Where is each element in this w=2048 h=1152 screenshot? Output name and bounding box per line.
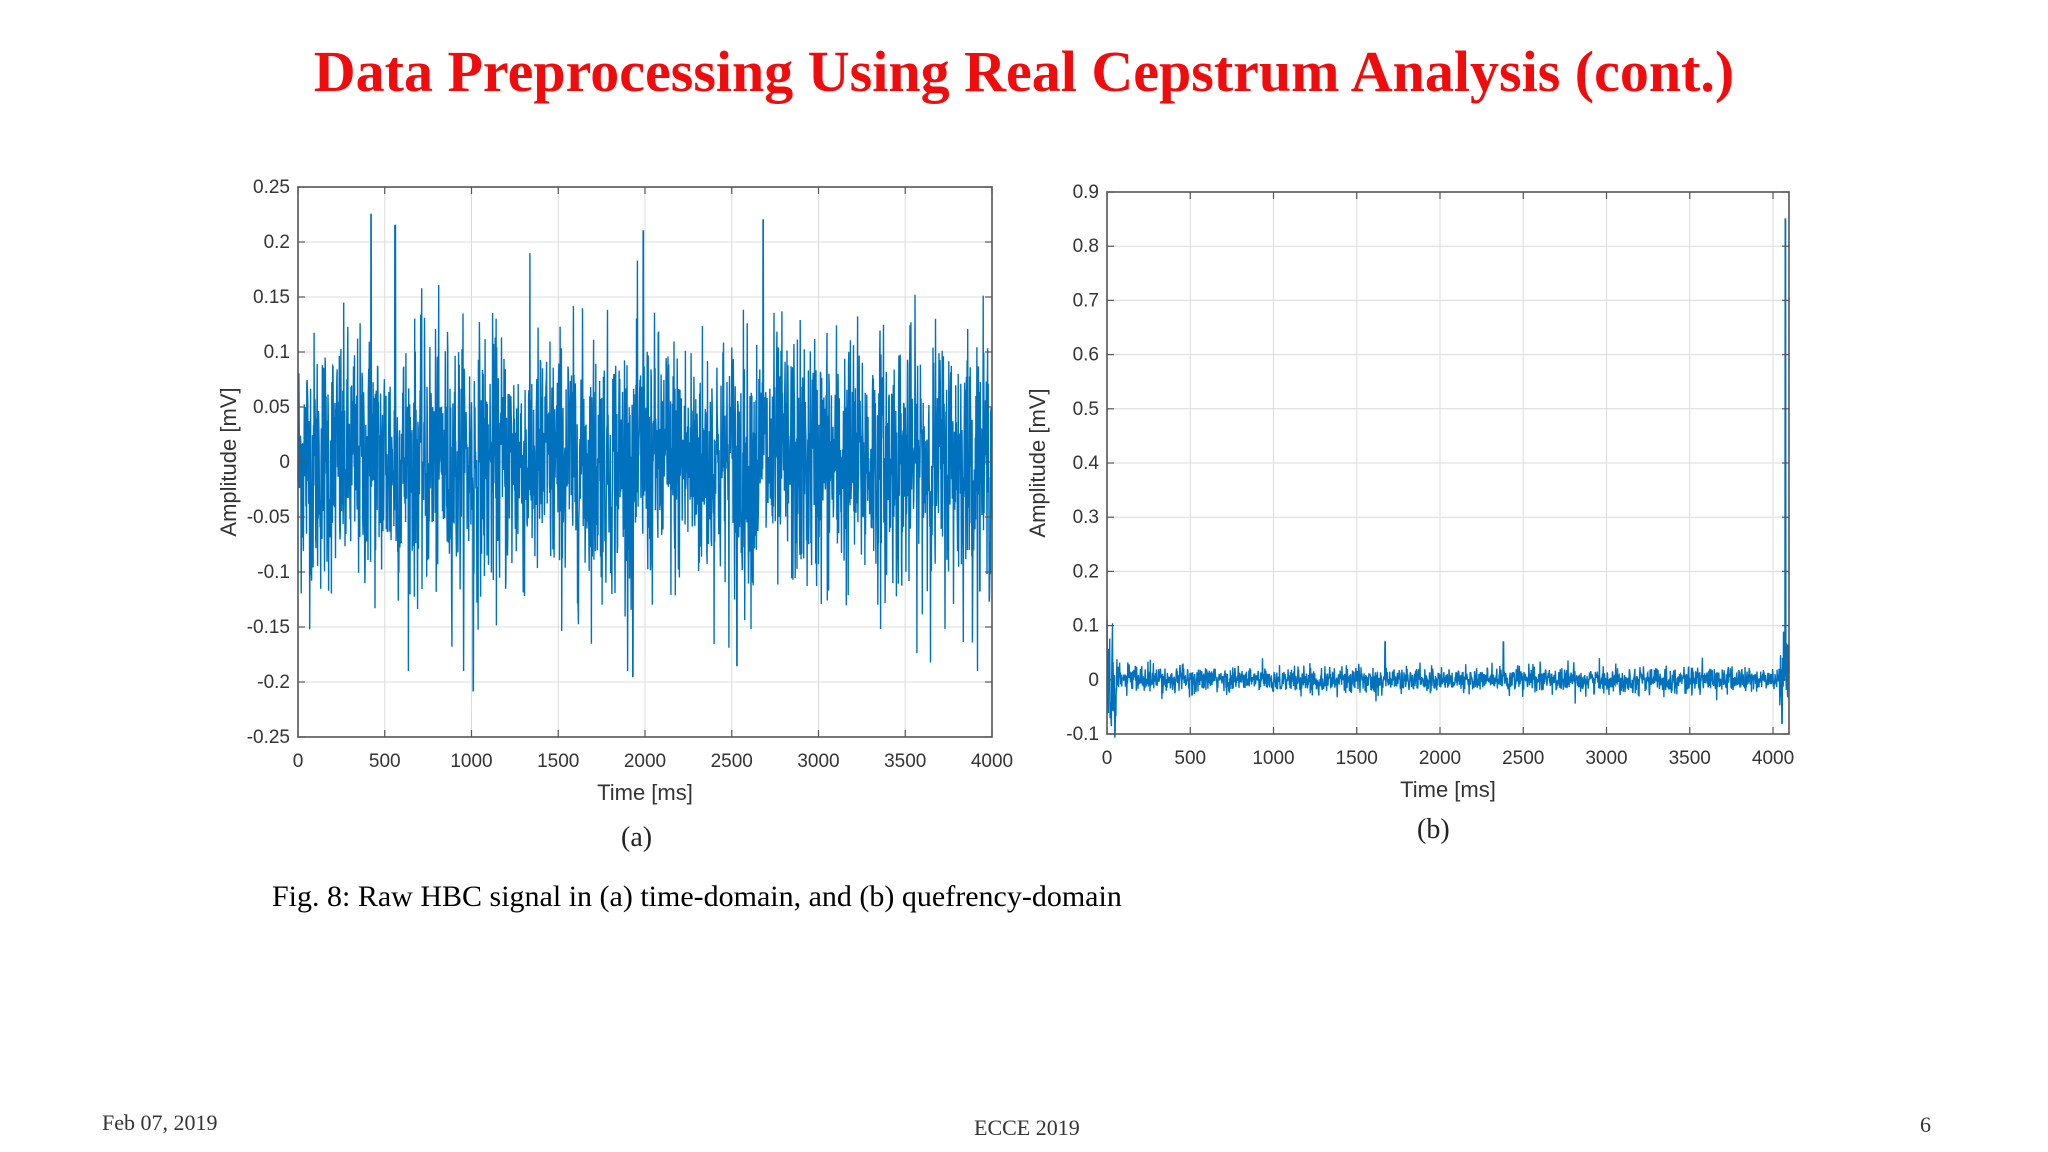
x-tick-label: 2000 bbox=[624, 751, 666, 772]
x-tick-label: 2500 bbox=[1502, 748, 1544, 769]
x-tick-label: 500 bbox=[369, 751, 401, 772]
y-tick-label: 0.25 bbox=[253, 177, 290, 198]
x-tick-label: 2000 bbox=[1419, 748, 1461, 769]
slide-title: Data Preprocessing Using Real Cepstrum A… bbox=[313, 39, 1735, 104]
x-tick-label: 3500 bbox=[1669, 748, 1711, 769]
y-tick-label: 0 bbox=[1088, 670, 1099, 691]
panel-label-a: (a) bbox=[621, 822, 653, 853]
y-tick-label: 0.4 bbox=[1073, 453, 1100, 474]
y-axis-label: Amplitude [mV] bbox=[216, 387, 241, 536]
x-axis-label: Time [ms] bbox=[597, 780, 693, 805]
y-tick-label: 0.8 bbox=[1073, 236, 1099, 257]
x-tick-label: 500 bbox=[1174, 748, 1206, 769]
x-tick-label: 0 bbox=[293, 751, 304, 772]
x-tick-label: 1500 bbox=[537, 751, 579, 772]
y-tick-label: -0.25 bbox=[247, 727, 290, 748]
x-tick-label: 3000 bbox=[1585, 748, 1627, 769]
x-tick-label: 1500 bbox=[1336, 748, 1378, 769]
y-tick-label: 0.1 bbox=[264, 342, 290, 363]
chart-a-time-domain: 0 500 1000 1500 2000 2500 3000 3500 4000 -0.25 -0.… bbox=[216, 177, 1013, 805]
footer-conference: ECCE 2019 bbox=[974, 1115, 1080, 1140]
x-tick-label: 0 bbox=[1102, 748, 1113, 769]
y-tick-label: 0.6 bbox=[1073, 345, 1099, 366]
y-tick-label: 0.15 bbox=[253, 287, 290, 308]
y-tick-label: -0.1 bbox=[257, 562, 290, 583]
y-tick-label: 0.05 bbox=[253, 397, 290, 418]
x-tick-label: 3500 bbox=[884, 751, 926, 772]
y-tick-label: -0.2 bbox=[257, 672, 290, 693]
x-tick-label: 1000 bbox=[450, 751, 492, 772]
figure-caption: Fig. 8: Raw HBC signal in (a) time-domai… bbox=[272, 880, 1122, 913]
series-line bbox=[297, 213, 993, 692]
x-tick-label: 4000 bbox=[971, 751, 1013, 772]
x-tick-label: 3000 bbox=[797, 751, 839, 772]
chart-b-quefrency-domain: 0 500 1000 1500 2000 2500 3000 3500 4000-0.100.1… bbox=[1025, 182, 1794, 802]
y-tick-label: 0.2 bbox=[264, 232, 290, 253]
series-line bbox=[1106, 218, 1790, 738]
y-tick-label: -0.05 bbox=[247, 507, 290, 528]
y-tick-label: 0.5 bbox=[1073, 399, 1099, 420]
x-tick-label: 4000 bbox=[1752, 748, 1794, 769]
footer-date: Feb 07, 2019 bbox=[102, 1110, 218, 1135]
panel-label-b: (b) bbox=[1417, 814, 1450, 845]
y-tick-label: -0.1 bbox=[1066, 724, 1099, 745]
y-axis-label: Amplitude [mV] bbox=[1025, 388, 1050, 537]
y-tick-label: -0.15 bbox=[247, 617, 290, 638]
x-tick-label: 2500 bbox=[711, 751, 753, 772]
y-tick-label: 0.9 bbox=[1073, 182, 1099, 203]
y-tick-label: 0.3 bbox=[1073, 507, 1099, 528]
footer-page-number: 6 bbox=[1920, 1112, 1931, 1137]
x-axis-label: Time [ms] bbox=[1400, 777, 1496, 802]
y-tick-label: 0.1 bbox=[1073, 616, 1099, 637]
y-tick-label: 0.2 bbox=[1073, 561, 1099, 582]
y-tick-label: 0.7 bbox=[1073, 290, 1099, 311]
y-tick-label: 0 bbox=[279, 452, 290, 473]
x-tick-label: 1000 bbox=[1252, 748, 1294, 769]
